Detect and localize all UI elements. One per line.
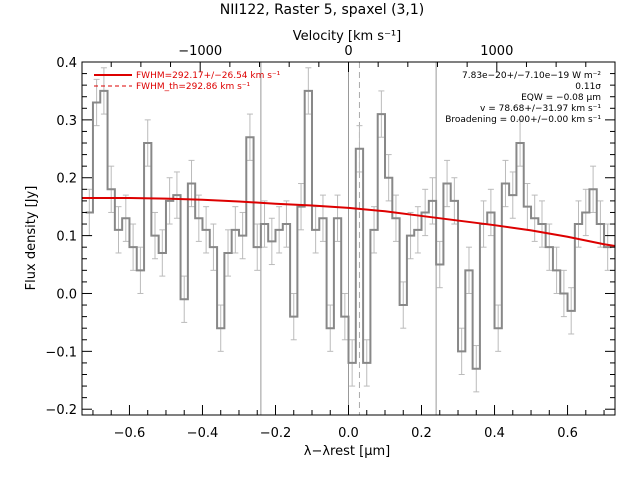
- y-axis-label: Flux density [Jy]: [24, 186, 39, 291]
- top-axis-label: Velocity [km s⁻¹]: [293, 29, 401, 44]
- annotation-flux: 7.83e−20+/−7.10e−19 W m⁻²: [462, 71, 601, 81]
- annotation-significance: 0.11σ: [575, 82, 601, 92]
- x-tick-label: −0.2: [260, 426, 292, 441]
- top-tick-label: 1000: [480, 44, 513, 59]
- data-step-line: [85, 89, 612, 370]
- y-tick-label: −0.1: [45, 345, 77, 360]
- top-tick-label: −1000: [178, 44, 222, 59]
- annotation-velocity: v = 78.68+/−31.97 km s⁻¹: [480, 104, 601, 114]
- x-tick-label: 0.0: [338, 426, 359, 441]
- annotation-eqw: EQW = −0.08 μm: [521, 93, 601, 103]
- y-tick-label: 0.2: [56, 172, 77, 187]
- x-tick-label: 0.6: [557, 426, 578, 441]
- y-tick-label: 0.4: [56, 56, 77, 71]
- fit-curve: [82, 196, 616, 248]
- x-tick-label: 0.4: [484, 426, 505, 441]
- x-tick-label: −0.6: [114, 426, 146, 441]
- y-tick-label: 0.0: [56, 287, 77, 302]
- annotation-broadening: Broadening = 0.00+/−0.00 km s⁻¹: [445, 115, 601, 125]
- chart-title: NII122, Raster 5, spaxel (3,1): [220, 2, 425, 18]
- y-tick-label: 0.3: [56, 114, 77, 129]
- legend-entry-fwhm: FWHM=292.17+/−26.54 km s⁻¹: [136, 71, 281, 81]
- legend: FWHM=292.17+/−26.54 km s⁻¹ FWHM_th=292.8…: [94, 71, 281, 92]
- y-tick-label: 0.1: [56, 230, 77, 245]
- y-tick-label: −0.2: [45, 403, 77, 418]
- x-tick-label: 0.2: [411, 426, 432, 441]
- fit-annotations: 7.83e−20+/−7.10e−19 W m⁻² 0.11σ EQW = −0…: [445, 71, 601, 125]
- top-tick-label: 0: [344, 44, 352, 59]
- legend-entry-fwhm-th: FWHM_th=292.86 km s⁻¹: [136, 82, 251, 92]
- x-tick-label: −0.4: [187, 426, 219, 441]
- x-axis-label: λ−λrest [μm]: [304, 444, 390, 459]
